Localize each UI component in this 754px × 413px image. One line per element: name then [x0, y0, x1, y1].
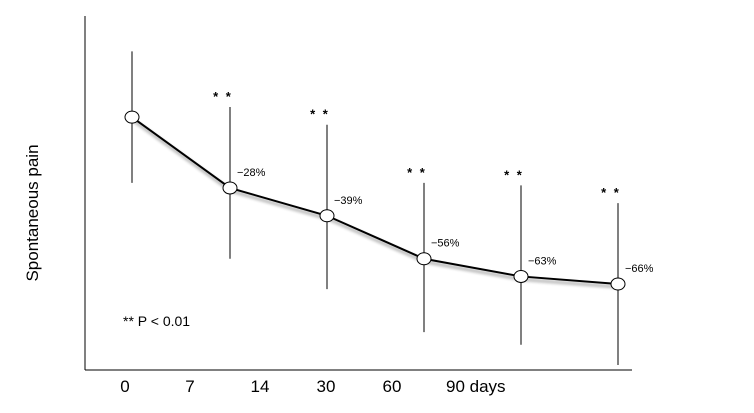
percent-labels: −28% −39% −56% −63% −66% [237, 167, 654, 275]
significance-marker: * * [601, 185, 621, 200]
data-points [124, 110, 626, 291]
significance-marker: * * [504, 167, 524, 182]
data-point [222, 181, 238, 195]
percent-label: −28% [237, 167, 266, 179]
data-point [610, 277, 626, 291]
significance-markers: * * * * * * * * * * [213, 89, 621, 200]
percent-label: −66% [625, 263, 654, 275]
significance-marker: * * [213, 89, 233, 104]
error-bars [131, 51, 619, 365]
x-tick-label: 60 [383, 377, 402, 396]
data-point [513, 269, 529, 283]
significance-marker: * * [310, 107, 330, 122]
x-tick-label: 30 [317, 377, 336, 396]
significance-marker: * * [407, 165, 427, 180]
percent-label: −63% [528, 255, 557, 267]
data-point [416, 252, 432, 266]
significance-note: ** P < 0.01 [123, 313, 190, 329]
percent-label: −56% [431, 238, 460, 250]
x-tick-labels: 0 7 14 30 60 90 days [120, 377, 505, 396]
x-tick-label: 14 [251, 377, 270, 396]
data-point [319, 209, 335, 223]
percent-label: −39% [334, 195, 363, 207]
x-tick-label: 0 [120, 377, 129, 396]
x-tick-label: 7 [185, 377, 194, 396]
series-line-group [131, 116, 619, 286]
x-tick-label: 90 days [446, 377, 506, 396]
data-point [124, 110, 140, 124]
series-line [131, 116, 619, 286]
y-axis-label: Spontaneous pain [23, 144, 42, 281]
